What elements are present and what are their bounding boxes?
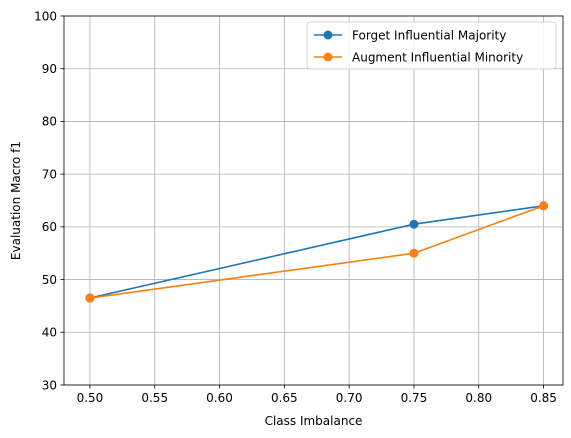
series-2 — [85, 201, 549, 303]
x-tick-label: 0.55 — [141, 391, 168, 405]
y-tick-label: 60 — [42, 220, 57, 234]
x-tick-label: 0.85 — [530, 391, 557, 405]
legend-marker — [323, 30, 333, 40]
y-tick-label: 30 — [42, 378, 57, 392]
series-group — [85, 201, 549, 303]
legend-label: Augment Influential Minority — [352, 50, 523, 64]
legend: Forget Influential Majority Augment Influ… — [306, 21, 557, 70]
plot-frame — [63, 15, 564, 386]
axis-ticks: 0.50 0.55 0.60 0.65 0.70 0.75 0.80 0.85 30 40 50 60… — [34, 9, 557, 405]
legend-marker — [323, 52, 333, 62]
legend-item: Augment Influential Minority — [314, 50, 523, 64]
legend-item: Forget Influential Majority — [314, 28, 506, 42]
data-point — [539, 201, 549, 211]
x-tick-label: 0.80 — [465, 391, 492, 405]
x-tick-label: 0.70 — [336, 391, 363, 405]
y-tick-label: 50 — [42, 273, 57, 287]
legend-box — [306, 21, 557, 70]
y-axis-label: Evaluation Macro f1 — [9, 141, 23, 260]
data-point — [85, 293, 95, 303]
x-axis-label: Class Imbalance — [265, 414, 363, 428]
series-line — [89, 205, 544, 299]
y-tick-label: 40 — [42, 326, 57, 340]
x-tick-label: 0.60 — [206, 391, 233, 405]
legend-label: Forget Influential Majority — [352, 28, 506, 42]
grid — [64, 15, 563, 386]
x-tick-label: 0.65 — [271, 391, 298, 405]
data-point — [409, 219, 419, 229]
y-tick-label: 90 — [42, 62, 57, 76]
y-tick-label: 80 — [42, 115, 57, 129]
series-line — [89, 204, 544, 299]
data-point — [409, 248, 419, 258]
y-tick-label: 70 — [42, 167, 57, 181]
x-tick-label: 0.75 — [401, 391, 428, 405]
y-tick-label: 100 — [34, 9, 57, 23]
x-tick-label: 0.50 — [77, 391, 104, 405]
